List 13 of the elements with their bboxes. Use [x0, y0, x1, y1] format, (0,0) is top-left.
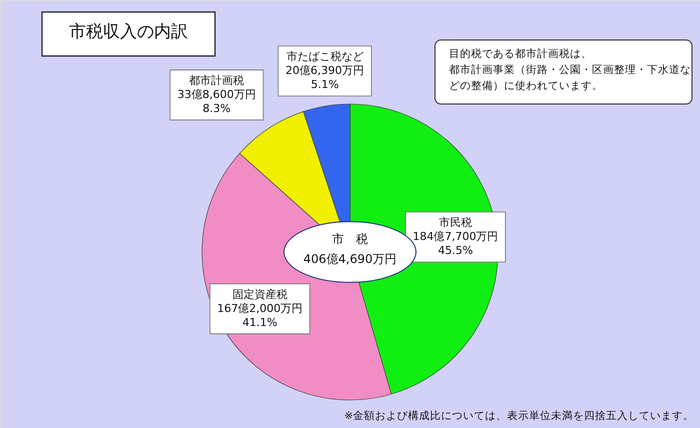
text: 406億4,690万円 — [303, 252, 397, 266]
slice-label: 都市計画税 — [189, 74, 244, 87]
data-label: 33億8,600万円 8.3% — [177, 88, 256, 115]
chart-title: 市税収入の内訳 — [69, 22, 188, 42]
text: 目的税である都市計画税は、都市計画事業（街路・公園・区画整理・下水道などの整備）に使われています。 — [449, 47, 691, 92]
slice-label: 市民税 — [438, 216, 472, 229]
data-label: 167億2,000万円 41.1% — [217, 302, 303, 329]
text: ※金額および構成比については、表示単位未満を四捨五入しています。 — [344, 409, 694, 422]
text: 市 税 — [332, 232, 368, 246]
data-label: 184億7,700万円 45.5% — [412, 230, 498, 257]
slice-label: 市たばこ税など — [286, 50, 364, 64]
slice-label: 固定資産税 — [232, 288, 288, 301]
data-label: 20億6,390万円 5.1% — [286, 64, 364, 92]
